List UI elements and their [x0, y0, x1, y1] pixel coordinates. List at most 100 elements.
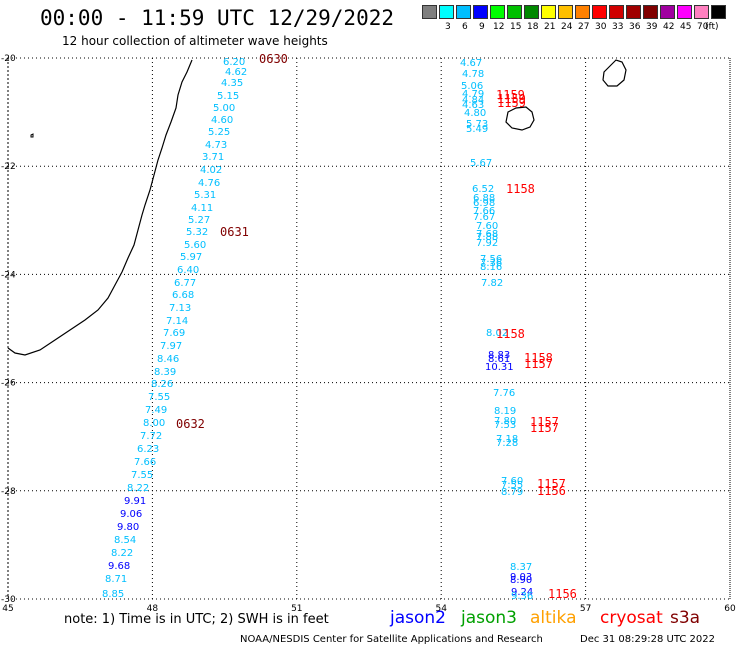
wave-height-value: 8.71 — [105, 574, 127, 585]
color-scale-label: 70 — [697, 22, 709, 32]
pass-time-label: 1157 — [524, 357, 553, 371]
wave-height-value: 7.66 — [134, 457, 156, 468]
wave-height-value: 7.55 — [501, 480, 523, 491]
coastline — [7, 59, 627, 356]
pass-time-label: 0632 — [176, 417, 205, 431]
wave-height-value: 9.36 — [511, 591, 533, 602]
mauritius-island-outline — [602, 59, 627, 87]
wave-height-value: 7.56 — [480, 254, 502, 265]
wave-height-value: 3.71 — [202, 152, 224, 163]
pass-time-label: 1159 — [497, 92, 526, 106]
wave-height-value: 10.31 — [485, 362, 514, 373]
color-scale-label: 9 — [479, 22, 485, 32]
wave-height-value: 7.72 — [140, 431, 162, 442]
pass-time-label: 0630 — [259, 52, 288, 66]
color-scale-swatch — [456, 5, 471, 19]
color-scale-swatch — [558, 5, 573, 19]
pass-time-label: 1157 — [530, 415, 559, 429]
wave-height-value: 6.40 — [177, 265, 199, 276]
wave-height-value: 7.97 — [160, 341, 182, 352]
wave-height-value: 9.68 — [108, 561, 130, 572]
wave-height-value: 4.35 — [221, 78, 243, 89]
wave-height-value: 6.52 — [472, 184, 494, 195]
wave-height-value: 8.85 — [102, 589, 124, 600]
pass-time-label: 1156 — [548, 587, 577, 601]
satellite-legend-item: jason3 — [461, 608, 517, 628]
wave-height-value: 8.83 — [488, 350, 510, 361]
wave-height-value: 4.02 — [200, 165, 222, 176]
wave-height-value: 8.00 — [143, 418, 165, 429]
wave-height-value: 5.97 — [180, 252, 202, 263]
wave-height-value: 7.68 — [476, 229, 498, 240]
wave-height-value: 7.66 — [473, 206, 495, 217]
small-island-outline — [30, 133, 34, 138]
wave-height-value: 5.27 — [188, 215, 210, 226]
wave-height-value: 7.60 — [476, 221, 498, 232]
lon-tick-label: 60 — [724, 604, 736, 614]
wave-height-value: 7.13 — [169, 303, 191, 314]
wave-height-value: 7.49 — [145, 405, 167, 416]
wave-height-value: 7.55 — [131, 470, 153, 481]
wave-height-value: 9.03 — [510, 572, 532, 583]
wave-height-value: 4.78 — [462, 69, 484, 80]
wave-height-value: 9.91 — [124, 496, 146, 507]
lon-tick-label: 57 — [580, 604, 591, 614]
wave-height-value: 7.60 — [501, 476, 523, 487]
wave-height-value: 4.67 — [460, 58, 482, 69]
wave-height-value: 6.23 — [137, 444, 159, 455]
wave-height-value: 4.62 — [225, 67, 247, 78]
wave-height-value: 6.88 — [473, 193, 495, 204]
satellite-legend-item: jason2 — [390, 608, 446, 628]
color-scale-swatch — [592, 5, 607, 19]
pass-time-label: 1159 — [497, 96, 526, 110]
wave-height-value: 8.54 — [114, 535, 136, 546]
color-scale-swatch — [422, 5, 437, 19]
lon-tick-label: 45 — [2, 604, 13, 614]
wave-height-value: 5.25 — [208, 127, 230, 138]
wave-height-value: 8.79 — [501, 487, 523, 498]
color-scale-swatch — [677, 5, 692, 19]
color-scale-label: 18 — [527, 22, 539, 32]
wave-height-value: 8.19 — [494, 406, 516, 417]
wave-height-value: 8.22 — [111, 548, 133, 559]
wave-height-value: 7.53 — [494, 420, 516, 431]
satellite-legend-item: s3a — [670, 608, 701, 628]
color-scale-swatch — [490, 5, 505, 19]
pass-time-labels: 0630063106321159115911591158115811581157… — [176, 52, 577, 601]
color-scale-swatch — [711, 5, 726, 19]
generated-timestamp: Dec 31 08:29:28 UTC 2022 — [580, 634, 715, 645]
color-scale-swatch — [626, 5, 641, 19]
west-track-observations: 6.204.624.35 5.155.004.605.25 4.733.71 4.02… — [102, 57, 247, 600]
color-scale-label: 3 — [445, 22, 451, 32]
wave-height-value: 8.90 — [510, 575, 532, 586]
wave-height-value: 9.06 — [120, 509, 142, 520]
wave-height-value: 6.68 — [172, 290, 194, 301]
wave-height-value: 7.18 — [496, 434, 518, 445]
wave-height-value: 4.63 — [462, 100, 484, 111]
wave-height-value: 8.37 — [510, 562, 532, 573]
wave-height-value: 9.24 — [511, 587, 533, 598]
color-scale-label: 33 — [612, 22, 624, 32]
wave-height-value: 5.32 — [186, 227, 208, 238]
color-scale-swatch — [541, 5, 556, 19]
color-scale-label: 39 — [646, 22, 658, 32]
lon-tick-label: 51 — [291, 604, 302, 614]
lon-tick-label: 54 — [435, 604, 447, 614]
wave-height-value: 5.67 — [470, 158, 492, 169]
wave-height-value: 7.55 — [148, 392, 170, 403]
wave-height-value: 7.82 — [481, 278, 503, 289]
color-scale-unit: (ft) — [705, 22, 719, 32]
color-scale-swatch — [609, 5, 624, 19]
color-scale-swatch — [575, 5, 590, 19]
lat-tick-label: -28 — [1, 487, 16, 497]
wave-height-value: 8.46 — [157, 354, 179, 365]
reunion-island-outline — [505, 106, 535, 131]
color-scale-label: 36 — [629, 22, 641, 32]
pass-time-label: 1159 — [496, 88, 525, 102]
wave-height-value: 4.73 — [205, 140, 227, 151]
lat-tick-label: -30 — [1, 595, 16, 605]
color-scale-label: 42 — [663, 22, 675, 32]
map-frame — [7, 57, 731, 600]
wave-height-value: 7.80 — [494, 416, 516, 427]
wave-height-value: 5.73 — [466, 119, 488, 130]
